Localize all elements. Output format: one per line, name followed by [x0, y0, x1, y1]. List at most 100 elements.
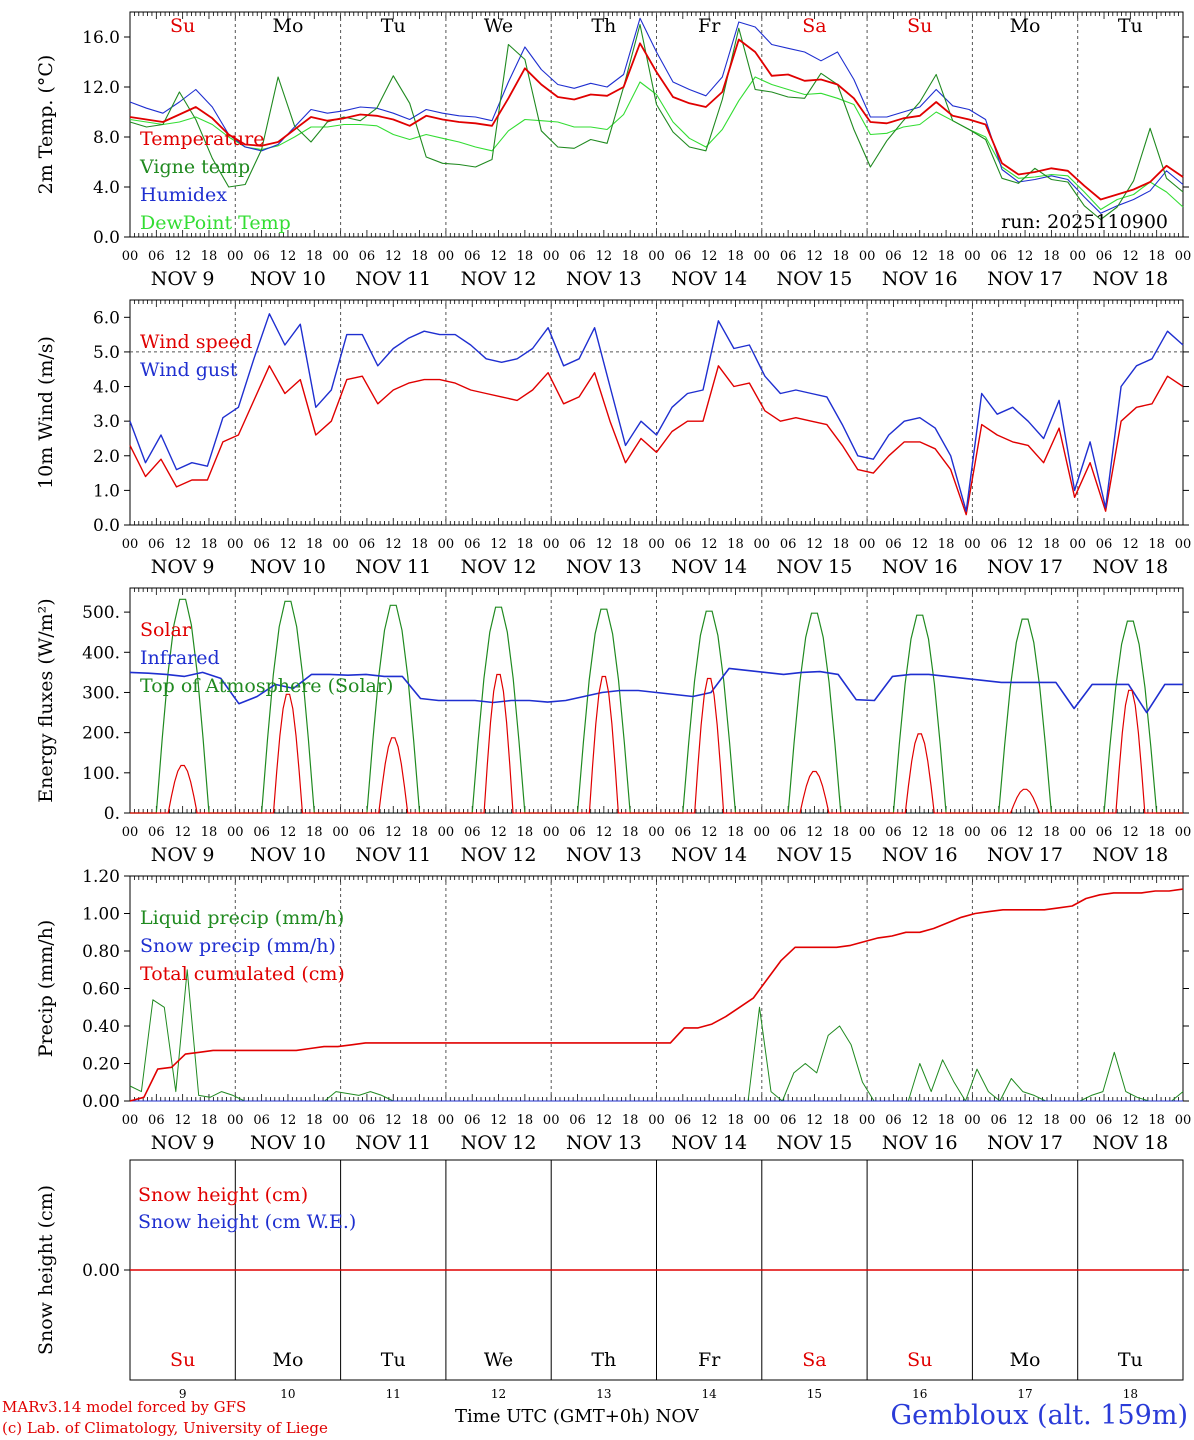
date-label: NOV 18 [1092, 556, 1168, 578]
day-number-label: 15 [807, 1387, 822, 1401]
hour-label: 12 [490, 537, 507, 552]
date-label: NOV 12 [461, 556, 537, 578]
day-of-week-label-bottom: Tu [381, 1349, 406, 1371]
hour-label: 18 [938, 249, 955, 264]
y-axis-label: Precip (mm/h) [35, 920, 57, 1058]
day-of-week-label: Sa [802, 15, 826, 37]
hour-label: 06 [1096, 825, 1113, 840]
hour-label: 12 [701, 1113, 718, 1128]
hour-label: 00 [227, 1113, 244, 1128]
hour-label: 18 [411, 825, 428, 840]
hour-label: 06 [675, 537, 692, 552]
hour-label: 12 [806, 825, 823, 840]
hour-label: 00 [648, 825, 665, 840]
y-tick-label: 0.00 [82, 1092, 120, 1112]
hour-label: 18 [517, 249, 534, 264]
hour-label: 12 [701, 249, 718, 264]
day-of-week-label-bottom: Th [591, 1349, 616, 1371]
hour-label: 12 [911, 1113, 928, 1128]
hour-label: 12 [174, 537, 191, 552]
y-tick-label: 0.0 [93, 228, 120, 248]
hour-label: 12 [911, 537, 928, 552]
date-label: NOV 17 [987, 556, 1063, 578]
hour-label: 00 [227, 537, 244, 552]
day-of-week-label: Su [170, 15, 195, 37]
day-of-week-label-bottom: Sa [802, 1349, 826, 1371]
y-tick-label: 500. [82, 603, 120, 623]
hour-label: 18 [622, 825, 639, 840]
hour-label: 12 [806, 1113, 823, 1128]
date-label: NOV 15 [777, 1132, 853, 1154]
series-line-solar [130, 673, 1183, 814]
hour-label: 00 [859, 1113, 876, 1128]
hour-label: 00 [543, 825, 560, 840]
hour-label: 00 [648, 1113, 665, 1128]
date-label: NOV 13 [566, 268, 642, 290]
month-label: NOV [655, 1406, 699, 1427]
hour-label: 00 [964, 1113, 981, 1128]
y-tick-label: 200. [82, 724, 120, 744]
day-of-week-label: Tu [381, 15, 406, 37]
date-label: NOV 16 [882, 556, 958, 578]
hour-label: 12 [911, 249, 928, 264]
hour-label: 06 [464, 1113, 481, 1128]
date-label: NOV 17 [987, 268, 1063, 290]
series-line-dewpoint-temp [129, 76, 1184, 211]
hour-label: 06 [675, 1113, 692, 1128]
day-of-week-label: Mo [1010, 15, 1041, 37]
date-label: NOV 12 [461, 844, 537, 866]
hour-label: 06 [885, 537, 902, 552]
hour-label: 06 [1096, 537, 1113, 552]
series-line-humidex [129, 17, 1184, 214]
legend-entry: Solar [140, 619, 192, 641]
date-label: NOV 13 [566, 844, 642, 866]
hour-label: 06 [569, 249, 586, 264]
date-label: NOV 14 [671, 556, 747, 578]
legend-entry: Infrared [140, 647, 220, 669]
date-label: NOV 16 [882, 268, 958, 290]
date-label: NOV 14 [671, 1132, 747, 1154]
hour-label: 18 [201, 537, 218, 552]
date-label: NOV 16 [882, 1132, 958, 1154]
hour-label: 06 [253, 1113, 270, 1128]
run-annotation: run: 2025110900 [1001, 211, 1168, 233]
series-line-temperature [129, 38, 1184, 201]
hour-label-end: 00 [1175, 825, 1192, 840]
time-axis-label: Time UTC (GMT+0h) NOV [455, 1406, 699, 1427]
legend-entry: Snow precip (mm/h) [140, 935, 336, 957]
y-tick-label: 3.0 [93, 412, 120, 432]
hour-label: 06 [148, 825, 165, 840]
day-number-label: 9 [179, 1387, 187, 1401]
hour-label: 06 [253, 537, 270, 552]
day-of-week-label-bottom: Mo [1010, 1349, 1041, 1371]
hour-label: 06 [148, 537, 165, 552]
hour-label: 18 [517, 825, 534, 840]
hour-label: 12 [1017, 249, 1034, 264]
hour-label: 12 [1122, 537, 1139, 552]
day-of-week-label-bottom: Fr [698, 1349, 721, 1371]
y-axis-label: 10m Wind (m/s) [35, 336, 57, 489]
date-label: NOV 13 [566, 1132, 642, 1154]
hour-label: 18 [201, 249, 218, 264]
hour-label: 18 [517, 1113, 534, 1128]
day-number-label: 12 [491, 1387, 506, 1401]
date-label: NOV 12 [461, 1132, 537, 1154]
date-label: NOV 11 [355, 1132, 431, 1154]
hour-label: 06 [885, 249, 902, 264]
date-label: NOV 10 [250, 268, 326, 290]
hour-label: 18 [306, 537, 323, 552]
hour-label: 00 [754, 249, 771, 264]
y-tick-label: 0.60 [82, 980, 120, 1000]
day-number-label: 16 [912, 1387, 927, 1401]
hour-label: 18 [622, 537, 639, 552]
hour-label: 18 [411, 537, 428, 552]
legend-entry: Wind gust [140, 359, 238, 381]
day-number-label: 10 [280, 1387, 295, 1401]
hour-label: 06 [359, 1113, 376, 1128]
hour-label: 18 [833, 537, 850, 552]
hour-label: 00 [122, 825, 139, 840]
hour-label: 12 [1122, 825, 1139, 840]
hour-label: 12 [385, 825, 402, 840]
hour-label: 12 [806, 249, 823, 264]
hour-label: 18 [306, 825, 323, 840]
